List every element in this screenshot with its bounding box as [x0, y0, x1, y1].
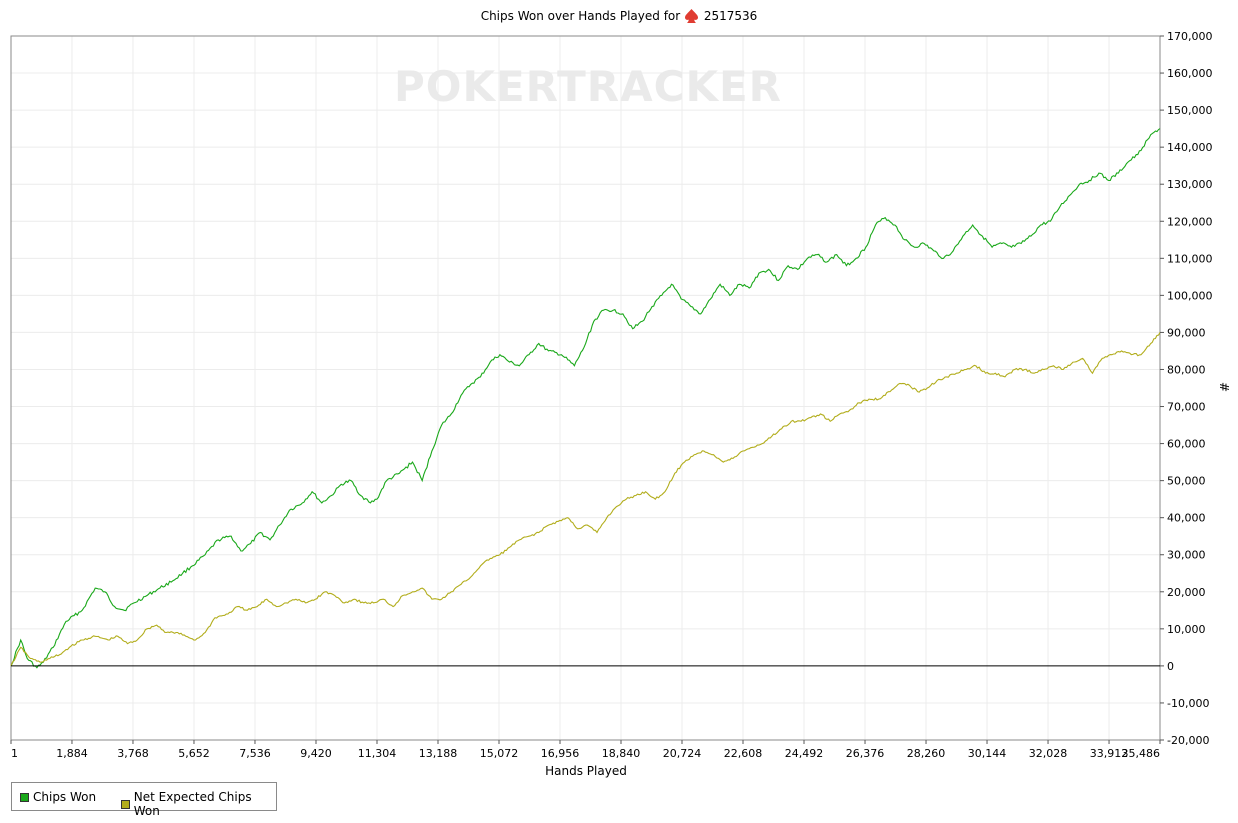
legend-label-chips-won: Chips Won	[33, 790, 97, 804]
y-tick-label: 140,000	[1167, 141, 1213, 154]
x-tick-label: 15,072	[480, 747, 519, 760]
chart-title-player: 2517536	[703, 9, 758, 23]
x-tick-label: 33,912	[1090, 747, 1129, 760]
x-tick-label: 30,144	[968, 747, 1007, 760]
x-tick-label: 32,028	[1029, 747, 1068, 760]
x-tick-label: 24,492	[785, 747, 824, 760]
x-tick-label: 7,536	[239, 747, 271, 760]
y-tick-label: 120,000	[1167, 215, 1213, 228]
x-tick-label: 11,304	[358, 747, 397, 760]
y-tick-label: -20,000	[1167, 734, 1209, 747]
series-line-net-expected	[10, 332, 1161, 667]
y-tick-label: 80,000	[1167, 363, 1206, 376]
y-tick-label: 130,000	[1167, 178, 1213, 191]
y-tick-label: 60,000	[1167, 438, 1206, 451]
legend-swatch-net-expected	[121, 799, 130, 809]
x-tick-label: 20,724	[663, 747, 702, 760]
y-tick-label: 90,000	[1167, 326, 1206, 339]
x-tick-label: 22,608	[724, 747, 763, 760]
legend: Chips Won Net Expected Chips Won	[11, 782, 277, 818]
y-tick-label: 170,000	[1167, 30, 1213, 43]
chart-title: Chips Won over Hands Played for 2517536	[0, 9, 1238, 23]
y-tick-label: 150,000	[1167, 104, 1213, 117]
x-tick-label: 18,840	[602, 747, 641, 760]
y-axis-label: #	[1217, 381, 1232, 393]
chart-title-prefix: Chips Won over Hands Played for	[480, 9, 681, 23]
x-tick-label: 3,768	[117, 747, 149, 760]
y-tick-label: 0	[1167, 660, 1174, 673]
x-axis-label: Hands Played	[545, 764, 627, 778]
legend-item-net-expected[interactable]: Net Expected Chips Won	[121, 790, 276, 818]
x-tick-label: 1,884	[56, 747, 88, 760]
watermark-logo: POKERTRACKER	[394, 62, 782, 111]
y-tick-label: 40,000	[1167, 512, 1206, 525]
y-tick-label: 30,000	[1167, 549, 1206, 562]
series-line-chips-won	[10, 128, 1161, 669]
y-tick-label: 50,000	[1167, 475, 1206, 488]
x-tick-label: 5,652	[178, 747, 210, 760]
x-tick-label: 1	[11, 747, 18, 760]
y-tick-label: -10,000	[1167, 697, 1209, 710]
y-tick-label: 10,000	[1167, 623, 1206, 636]
x-tick-label: 13,188	[419, 747, 458, 760]
legend-label-net-expected: Net Expected Chips Won	[133, 790, 252, 818]
y-tick-label: 100,000	[1167, 289, 1213, 302]
legend-item-chips-won[interactable]: Chips Won	[20, 790, 96, 804]
x-tick-label: 16,956	[541, 747, 580, 760]
y-tick-label: 160,000	[1167, 67, 1213, 80]
legend-swatch-chips-won	[20, 792, 29, 802]
x-tick-label: 35,486	[1122, 747, 1161, 760]
axis-ticks: -20,000 -10,000 0 10,000 20,000 30,000 40,000 5…	[10, 30, 1213, 760]
x-tick-label: 28,260	[907, 747, 946, 760]
plot-area-frame	[10, 35, 1161, 741]
x-tick-label: 26,376	[846, 747, 885, 760]
y-tick-label: 110,000	[1167, 252, 1213, 265]
y-tick-label: 70,000	[1167, 401, 1206, 414]
series-lines	[10, 128, 1161, 669]
grid-lines	[10, 35, 1161, 741]
y-tick-label: 20,000	[1167, 586, 1206, 599]
spade-icon	[685, 9, 699, 23]
x-tick-label: 9,420	[300, 747, 332, 760]
